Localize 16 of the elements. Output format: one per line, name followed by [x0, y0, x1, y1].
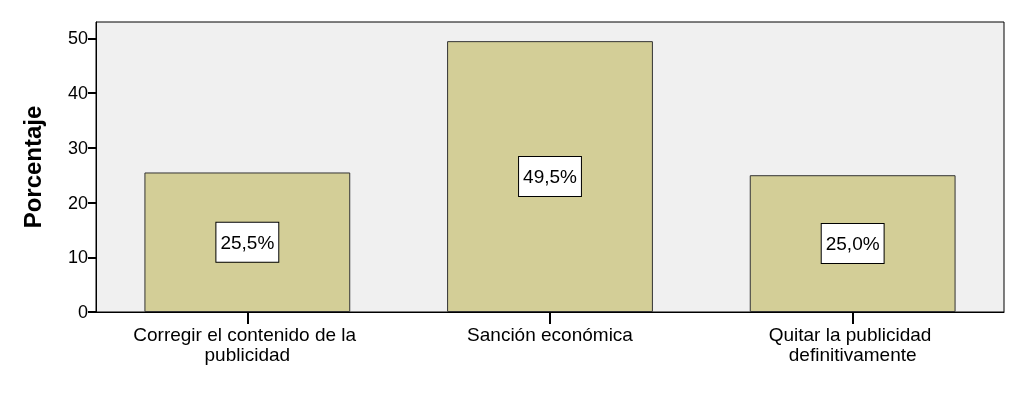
y-tick-label: 0 [77, 302, 88, 322]
y-tick-label: 10 [67, 247, 88, 268]
data-label: 25,0% [825, 233, 880, 255]
data-label: 25,5% [220, 231, 275, 253]
data-label: 49,5% [523, 166, 578, 188]
y-tick-label: 20 [67, 192, 88, 213]
y-axis-title: Porcentaje [18, 105, 46, 229]
bar [144, 172, 351, 312]
y-tick-label: 30 [67, 137, 88, 158]
y-tick-label: 50 [67, 28, 88, 49]
x-tick-label: Sanción económica [467, 323, 634, 345]
bar [447, 41, 653, 312]
x-tick-label: Quitar la publicidad definitivamente [768, 323, 937, 365]
bar [749, 175, 956, 312]
x-tick-label: Corregir el contenido de la publicidad [133, 323, 362, 365]
y-tick-label: 40 [67, 83, 88, 104]
